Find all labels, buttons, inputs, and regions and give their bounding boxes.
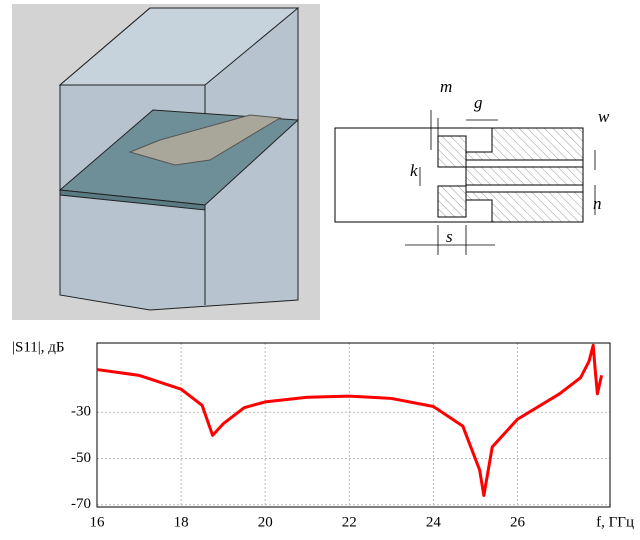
label-g: g: [474, 93, 483, 112]
y-axis-label: |S11|, дБ: [12, 339, 65, 355]
x-tick-label: 18: [174, 514, 189, 530]
plot-frame: [97, 343, 610, 507]
label-n: n: [593, 194, 602, 213]
x-tick-label: 26: [510, 514, 526, 530]
label-w: w: [598, 107, 610, 126]
y-tick-label: -70: [71, 496, 91, 512]
x-tick-label: 20: [258, 514, 273, 530]
y-tick-label: -50: [71, 450, 91, 466]
label-m: m: [440, 77, 452, 96]
label-s: s: [446, 227, 453, 246]
chart: 16 18 20 22 24 26 -70 -50 -30 |S11|, дБ f, ГГц: [12, 339, 634, 530]
y-tick-label: -30: [71, 404, 91, 420]
x-tick-label: 22: [342, 514, 357, 530]
x-axis-label: f, ГГц: [596, 514, 634, 530]
x-tick-label: 16: [90, 514, 106, 530]
figure: m g w k n s 16 18 20 22 24 26 -70 -50 -30 |S11|, …: [0, 0, 640, 535]
x-tick-label: 24: [426, 514, 442, 530]
schematic: m g w k n s: [335, 77, 610, 255]
label-k: k: [410, 161, 418, 180]
render-3d: [12, 4, 320, 320]
